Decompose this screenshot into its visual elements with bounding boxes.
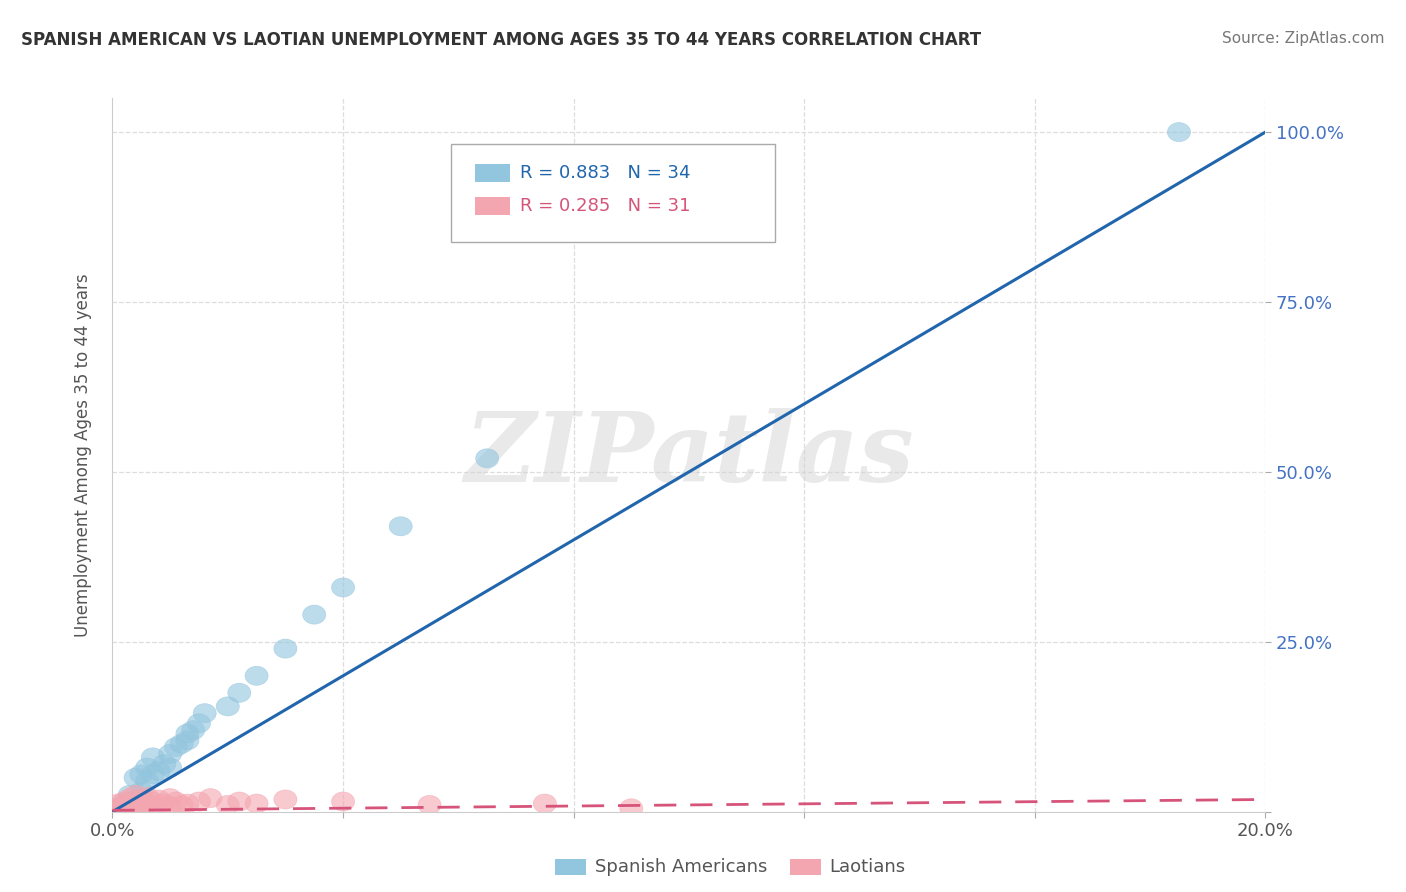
Ellipse shape: [112, 797, 135, 816]
Ellipse shape: [274, 639, 297, 658]
Ellipse shape: [217, 796, 239, 814]
Ellipse shape: [148, 790, 170, 809]
Ellipse shape: [176, 794, 200, 814]
Ellipse shape: [153, 794, 176, 814]
Ellipse shape: [165, 738, 187, 756]
Ellipse shape: [475, 449, 499, 467]
Ellipse shape: [187, 714, 211, 733]
Ellipse shape: [124, 785, 148, 805]
Text: SPANISH AMERICAN VS LAOTIAN UNEMPLOYMENT AMONG AGES 35 TO 44 YEARS CORRELATION C: SPANISH AMERICAN VS LAOTIAN UNEMPLOYMENT…: [21, 31, 981, 49]
Ellipse shape: [129, 781, 153, 801]
Ellipse shape: [153, 755, 176, 773]
Ellipse shape: [245, 794, 269, 814]
Ellipse shape: [302, 605, 326, 624]
Ellipse shape: [135, 788, 159, 806]
Ellipse shape: [170, 734, 193, 753]
Text: Source: ZipAtlas.com: Source: ZipAtlas.com: [1222, 31, 1385, 46]
Ellipse shape: [187, 792, 211, 811]
Ellipse shape: [107, 799, 129, 818]
Ellipse shape: [1167, 122, 1191, 142]
Ellipse shape: [389, 516, 412, 536]
Ellipse shape: [159, 789, 181, 807]
Ellipse shape: [217, 697, 239, 716]
Ellipse shape: [193, 704, 217, 723]
Ellipse shape: [118, 785, 141, 805]
Ellipse shape: [159, 758, 181, 777]
Text: ZIPatlas: ZIPatlas: [464, 408, 914, 502]
Ellipse shape: [124, 768, 148, 788]
Ellipse shape: [200, 789, 222, 807]
Ellipse shape: [165, 792, 187, 811]
Ellipse shape: [332, 578, 354, 597]
Ellipse shape: [107, 794, 129, 814]
Ellipse shape: [148, 762, 170, 780]
Ellipse shape: [176, 731, 200, 750]
Ellipse shape: [274, 790, 297, 809]
Ellipse shape: [228, 683, 250, 702]
Ellipse shape: [118, 789, 141, 807]
Text: Laotians: Laotians: [830, 858, 905, 876]
Ellipse shape: [129, 794, 153, 814]
Ellipse shape: [112, 792, 135, 811]
Ellipse shape: [245, 666, 269, 685]
Ellipse shape: [533, 794, 557, 814]
Ellipse shape: [112, 794, 135, 814]
Ellipse shape: [159, 797, 181, 816]
Y-axis label: Unemployment Among Ages 35 to 44 years: Unemployment Among Ages 35 to 44 years: [73, 273, 91, 637]
Ellipse shape: [135, 796, 159, 814]
Ellipse shape: [418, 796, 441, 814]
Ellipse shape: [181, 721, 205, 739]
Ellipse shape: [129, 789, 153, 807]
Ellipse shape: [141, 796, 165, 814]
Ellipse shape: [129, 790, 153, 809]
Ellipse shape: [620, 799, 643, 818]
Ellipse shape: [176, 724, 200, 743]
Ellipse shape: [124, 796, 148, 814]
Text: R = 0.883   N = 34: R = 0.883 N = 34: [520, 164, 690, 182]
Ellipse shape: [228, 792, 250, 811]
Text: R = 0.285   N = 31: R = 0.285 N = 31: [520, 197, 690, 215]
Ellipse shape: [118, 796, 141, 814]
Ellipse shape: [141, 792, 165, 811]
Ellipse shape: [141, 747, 165, 767]
Text: Spanish Americans: Spanish Americans: [595, 858, 768, 876]
Ellipse shape: [141, 764, 165, 784]
Ellipse shape: [118, 792, 141, 811]
Ellipse shape: [112, 797, 135, 816]
Ellipse shape: [159, 745, 181, 764]
Ellipse shape: [124, 797, 148, 816]
Ellipse shape: [332, 792, 354, 811]
Ellipse shape: [129, 764, 153, 784]
Ellipse shape: [107, 799, 129, 818]
Ellipse shape: [135, 772, 159, 790]
Ellipse shape: [135, 758, 159, 777]
Ellipse shape: [170, 796, 193, 814]
